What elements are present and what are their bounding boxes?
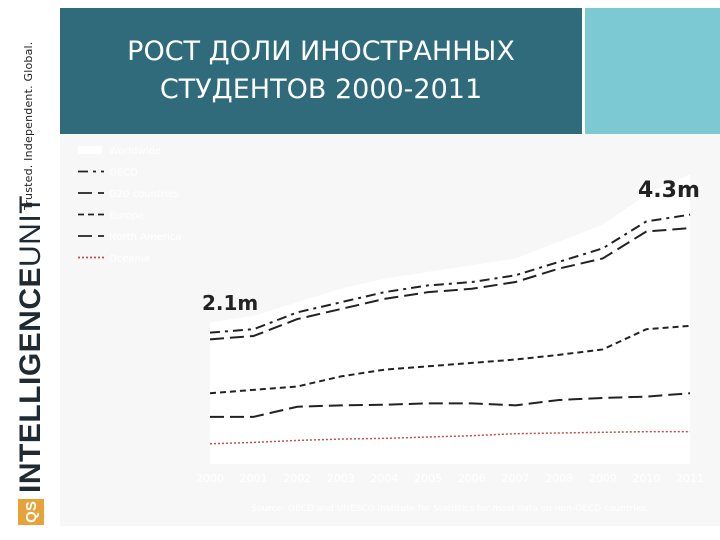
chart-source: Source: OECD and UNESCO Institute for St…	[251, 504, 649, 514]
series-line-oecd	[209, 213, 691, 334]
x-tick-label: 2002	[283, 472, 311, 485]
series-line-europe	[209, 324, 691, 395]
x-tick-label: 2001	[240, 472, 268, 485]
sidebar: Trusted. Independent. Global. QS INTELLI…	[0, 0, 60, 540]
brand-name-thin: UNIT	[14, 194, 47, 267]
x-tick-label: 2009	[589, 472, 617, 485]
accent-block	[585, 8, 720, 134]
legend-label: OECD	[109, 168, 138, 179]
x-tick-label: 2010	[632, 472, 660, 485]
series-area-worldwide	[210, 174, 690, 464]
x-tick-label: 2007	[501, 472, 529, 485]
x-tick-label: 2000	[196, 472, 224, 485]
legend-label: North America	[109, 232, 181, 243]
annotation-start: 2.1m	[202, 291, 258, 315]
brand-logo: QS INTELLIGENCEUNIT	[14, 195, 48, 525]
x-tick-label: 2003	[327, 472, 355, 485]
series-line-oceania	[209, 430, 690, 445]
title-banner: РОСТ ДОЛИ ИНОСТРАННЫХ СТУДЕНТОВ 2000-201…	[60, 8, 582, 134]
x-tick-label: 2011	[676, 472, 704, 485]
x-tick-label: 2008	[545, 472, 573, 485]
x-tick-label: 2006	[458, 472, 486, 485]
legend-label: Worldwide	[109, 146, 161, 157]
x-tick-label: 2004	[371, 472, 399, 485]
brand-name-bold: INTELLIGENCE	[14, 266, 47, 493]
chart-container: 2000 2001 2002 2003 2004 2005 2006 2007 2008 2009…	[60, 134, 720, 526]
legend-swatch	[78, 146, 102, 154]
tagline: Trusted. Independent. Global.	[22, 41, 35, 211]
x-tick-label: 2005	[414, 472, 442, 485]
qs-logo-icon: QS	[18, 499, 44, 525]
growth-chart: 2000 2001 2002 2003 2004 2005 2006 2007 2008 2009…	[78, 146, 704, 514]
brand-name: INTELLIGENCEUNIT	[14, 195, 48, 493]
series-line-north-america	[210, 392, 691, 418]
legend-label: Oceania	[109, 254, 150, 265]
series-line-g20-countries	[209, 227, 691, 341]
legend-label: G20 countries	[109, 189, 179, 200]
annotation-end: 4.3m	[638, 178, 700, 203]
slide-title: РОСТ ДОЛИ ИНОСТРАННЫХ СТУДЕНТОВ 2000-201…	[127, 36, 515, 105]
legend-label: Europe	[109, 211, 144, 222]
